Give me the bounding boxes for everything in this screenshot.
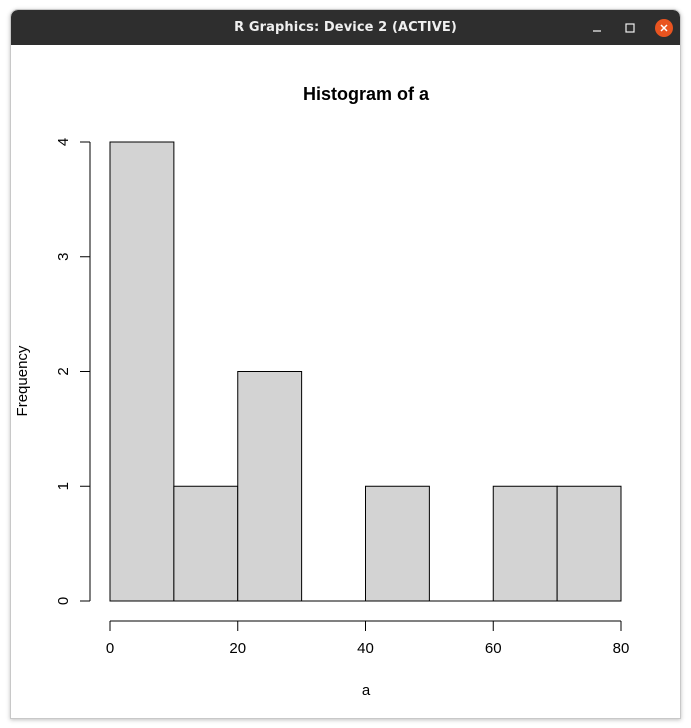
maximize-icon: [625, 22, 635, 33]
y-axis-label: Frequency: [14, 345, 31, 416]
bars-group: [109, 141, 622, 602]
chart-title: Histogram of a: [303, 84, 430, 104]
x-tick-label: 80: [613, 640, 630, 657]
histogram-bar: [556, 485, 622, 602]
y-tick-label: 3: [55, 253, 72, 261]
x-axis: 0 20 40 60 80: [106, 620, 630, 657]
maximize-button[interactable]: [615, 10, 645, 45]
histogram-bar: [109, 141, 175, 602]
y-tick-label: 2: [55, 367, 72, 375]
minimize-button[interactable]: [582, 10, 612, 45]
y-tick-label: 0: [55, 597, 72, 605]
histogram-bar: [237, 371, 303, 602]
x-tick-label: 20: [229, 640, 246, 657]
close-button[interactable]: [649, 10, 679, 45]
x-axis-label: a: [362, 682, 371, 699]
r-graphics-window: R Graphics: Device 2 (ACTIVE) Histogram …: [10, 9, 681, 719]
window-title: R Graphics: Device 2 (ACTIVE): [234, 20, 457, 35]
x-tick-label: 60: [485, 640, 502, 657]
histogram-bar: [492, 485, 558, 602]
y-axis: 0 1 2 3 4: [55, 138, 91, 605]
x-tick-label: 0: [106, 640, 114, 657]
x-tick-label: 40: [357, 640, 374, 657]
title-bar[interactable]: R Graphics: Device 2 (ACTIVE): [11, 10, 680, 45]
y-tick-label: 4: [55, 138, 72, 146]
histogram-bar: [365, 485, 430, 602]
histogram-plot: Histogram of a a Frequency 0 20 40 60 80 0 1 2…: [14, 84, 630, 699]
close-icon: [655, 18, 673, 37]
minimize-icon: [593, 29, 601, 32]
y-tick-label: 1: [55, 482, 72, 490]
histogram-bar: [173, 485, 239, 602]
